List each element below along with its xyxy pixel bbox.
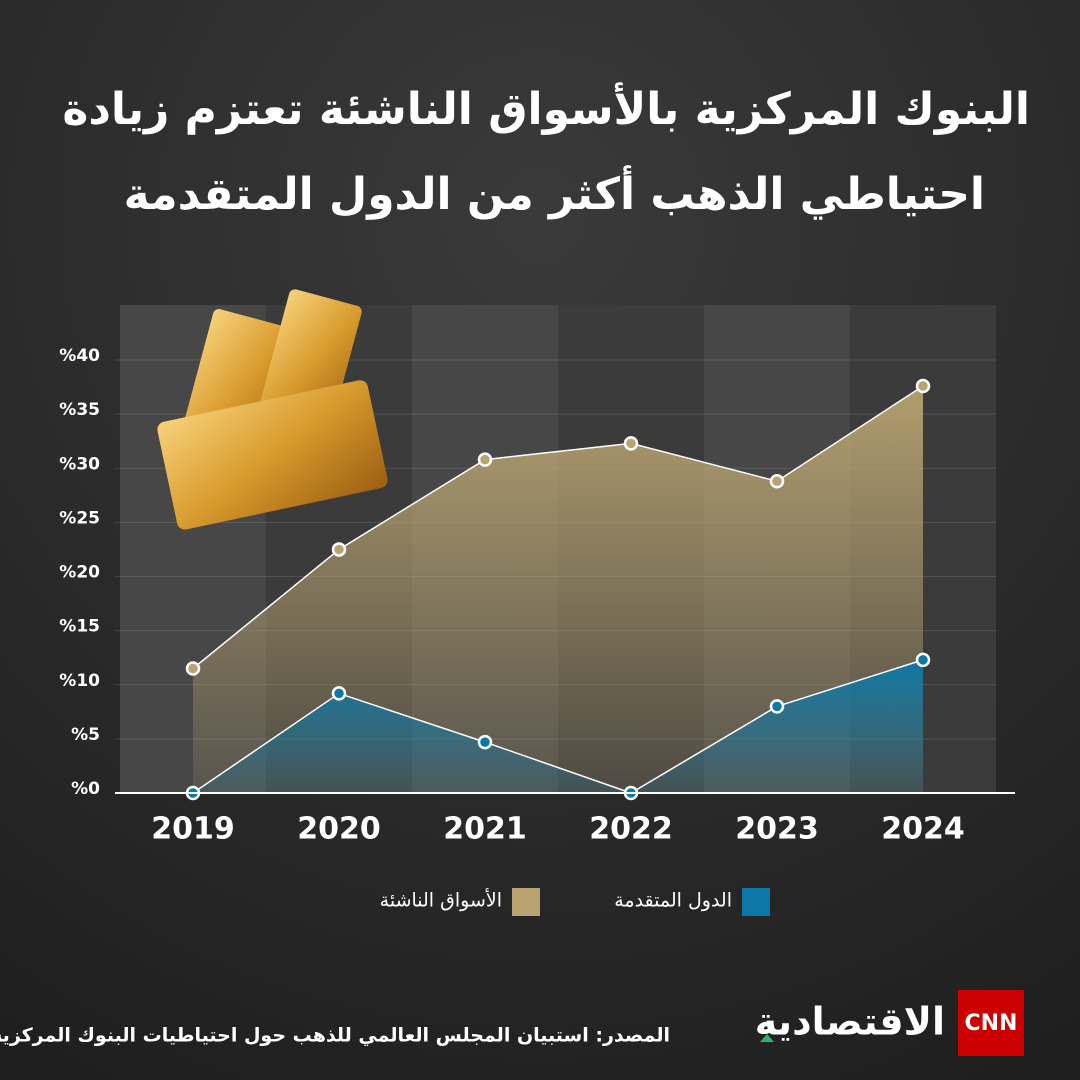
x-tick-label: 2024: [881, 812, 965, 847]
point: [915, 652, 931, 668]
x-tick-label: 2019: [151, 812, 235, 847]
gold-bar: [157, 380, 388, 530]
legend-swatch: [512, 888, 540, 916]
area: [193, 385, 923, 793]
point: [769, 473, 785, 489]
line: [192, 385, 924, 670]
point: [331, 686, 347, 701]
point: [623, 436, 639, 451]
y-tick-label: %15: [59, 617, 100, 637]
point: [331, 542, 347, 557]
x-tick-label: 2022: [589, 812, 673, 847]
legend-swatch: [742, 888, 770, 916]
x-tick-label: 2021: [443, 812, 527, 847]
source: المصدر: استبيان المجلس العالمي للذهب حول…: [0, 1025, 670, 1047]
y-tick-label: %25: [59, 508, 100, 528]
chart-title: البنوك المركزية بالأسواق الناشئة تعتزم ز…: [62, 82, 1030, 135]
logo-name: الاقتصادية: [755, 1000, 945, 1044]
logo-brand: CNN: [965, 1011, 1018, 1036]
y-tick-label: %35: [59, 400, 100, 420]
line: [192, 659, 924, 794]
x-tick-label: 2023: [735, 812, 819, 847]
point: [477, 452, 493, 467]
point: [185, 661, 201, 676]
y-tick-label: %40: [59, 346, 100, 366]
point: [769, 699, 785, 714]
y-tick-label: %30: [59, 454, 100, 474]
y-tick-label: %0: [71, 779, 100, 799]
y-tick-label: %5: [71, 725, 100, 745]
y-tick-label: %20: [59, 563, 100, 583]
chart-title: احتياطي الذهب أكثر من الدول المتقدمة: [124, 165, 985, 220]
y-tick-label: %10: [59, 671, 100, 691]
logo-mark: [760, 1034, 774, 1042]
x-tick-label: 2020: [297, 812, 381, 847]
legend-label: الدول المتقدمة: [614, 890, 732, 912]
point: [477, 734, 493, 750]
area: [193, 659, 923, 793]
plot: [185, 378, 931, 801]
legend-label: الأسواق الناشئة: [380, 889, 502, 912]
point: [915, 378, 931, 394]
logo-box: [958, 990, 1024, 1056]
gold-bars: [157, 289, 388, 530]
